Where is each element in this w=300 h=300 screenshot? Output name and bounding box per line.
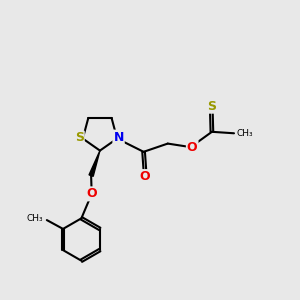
Text: O: O (187, 141, 197, 154)
Text: S: S (75, 131, 84, 145)
Text: O: O (86, 188, 97, 200)
Text: CH₃: CH₃ (236, 129, 253, 138)
Text: N: N (113, 130, 124, 144)
Text: O: O (140, 170, 150, 183)
Text: S: S (207, 100, 216, 113)
Polygon shape (89, 151, 100, 176)
Text: CH₃: CH₃ (27, 214, 43, 223)
